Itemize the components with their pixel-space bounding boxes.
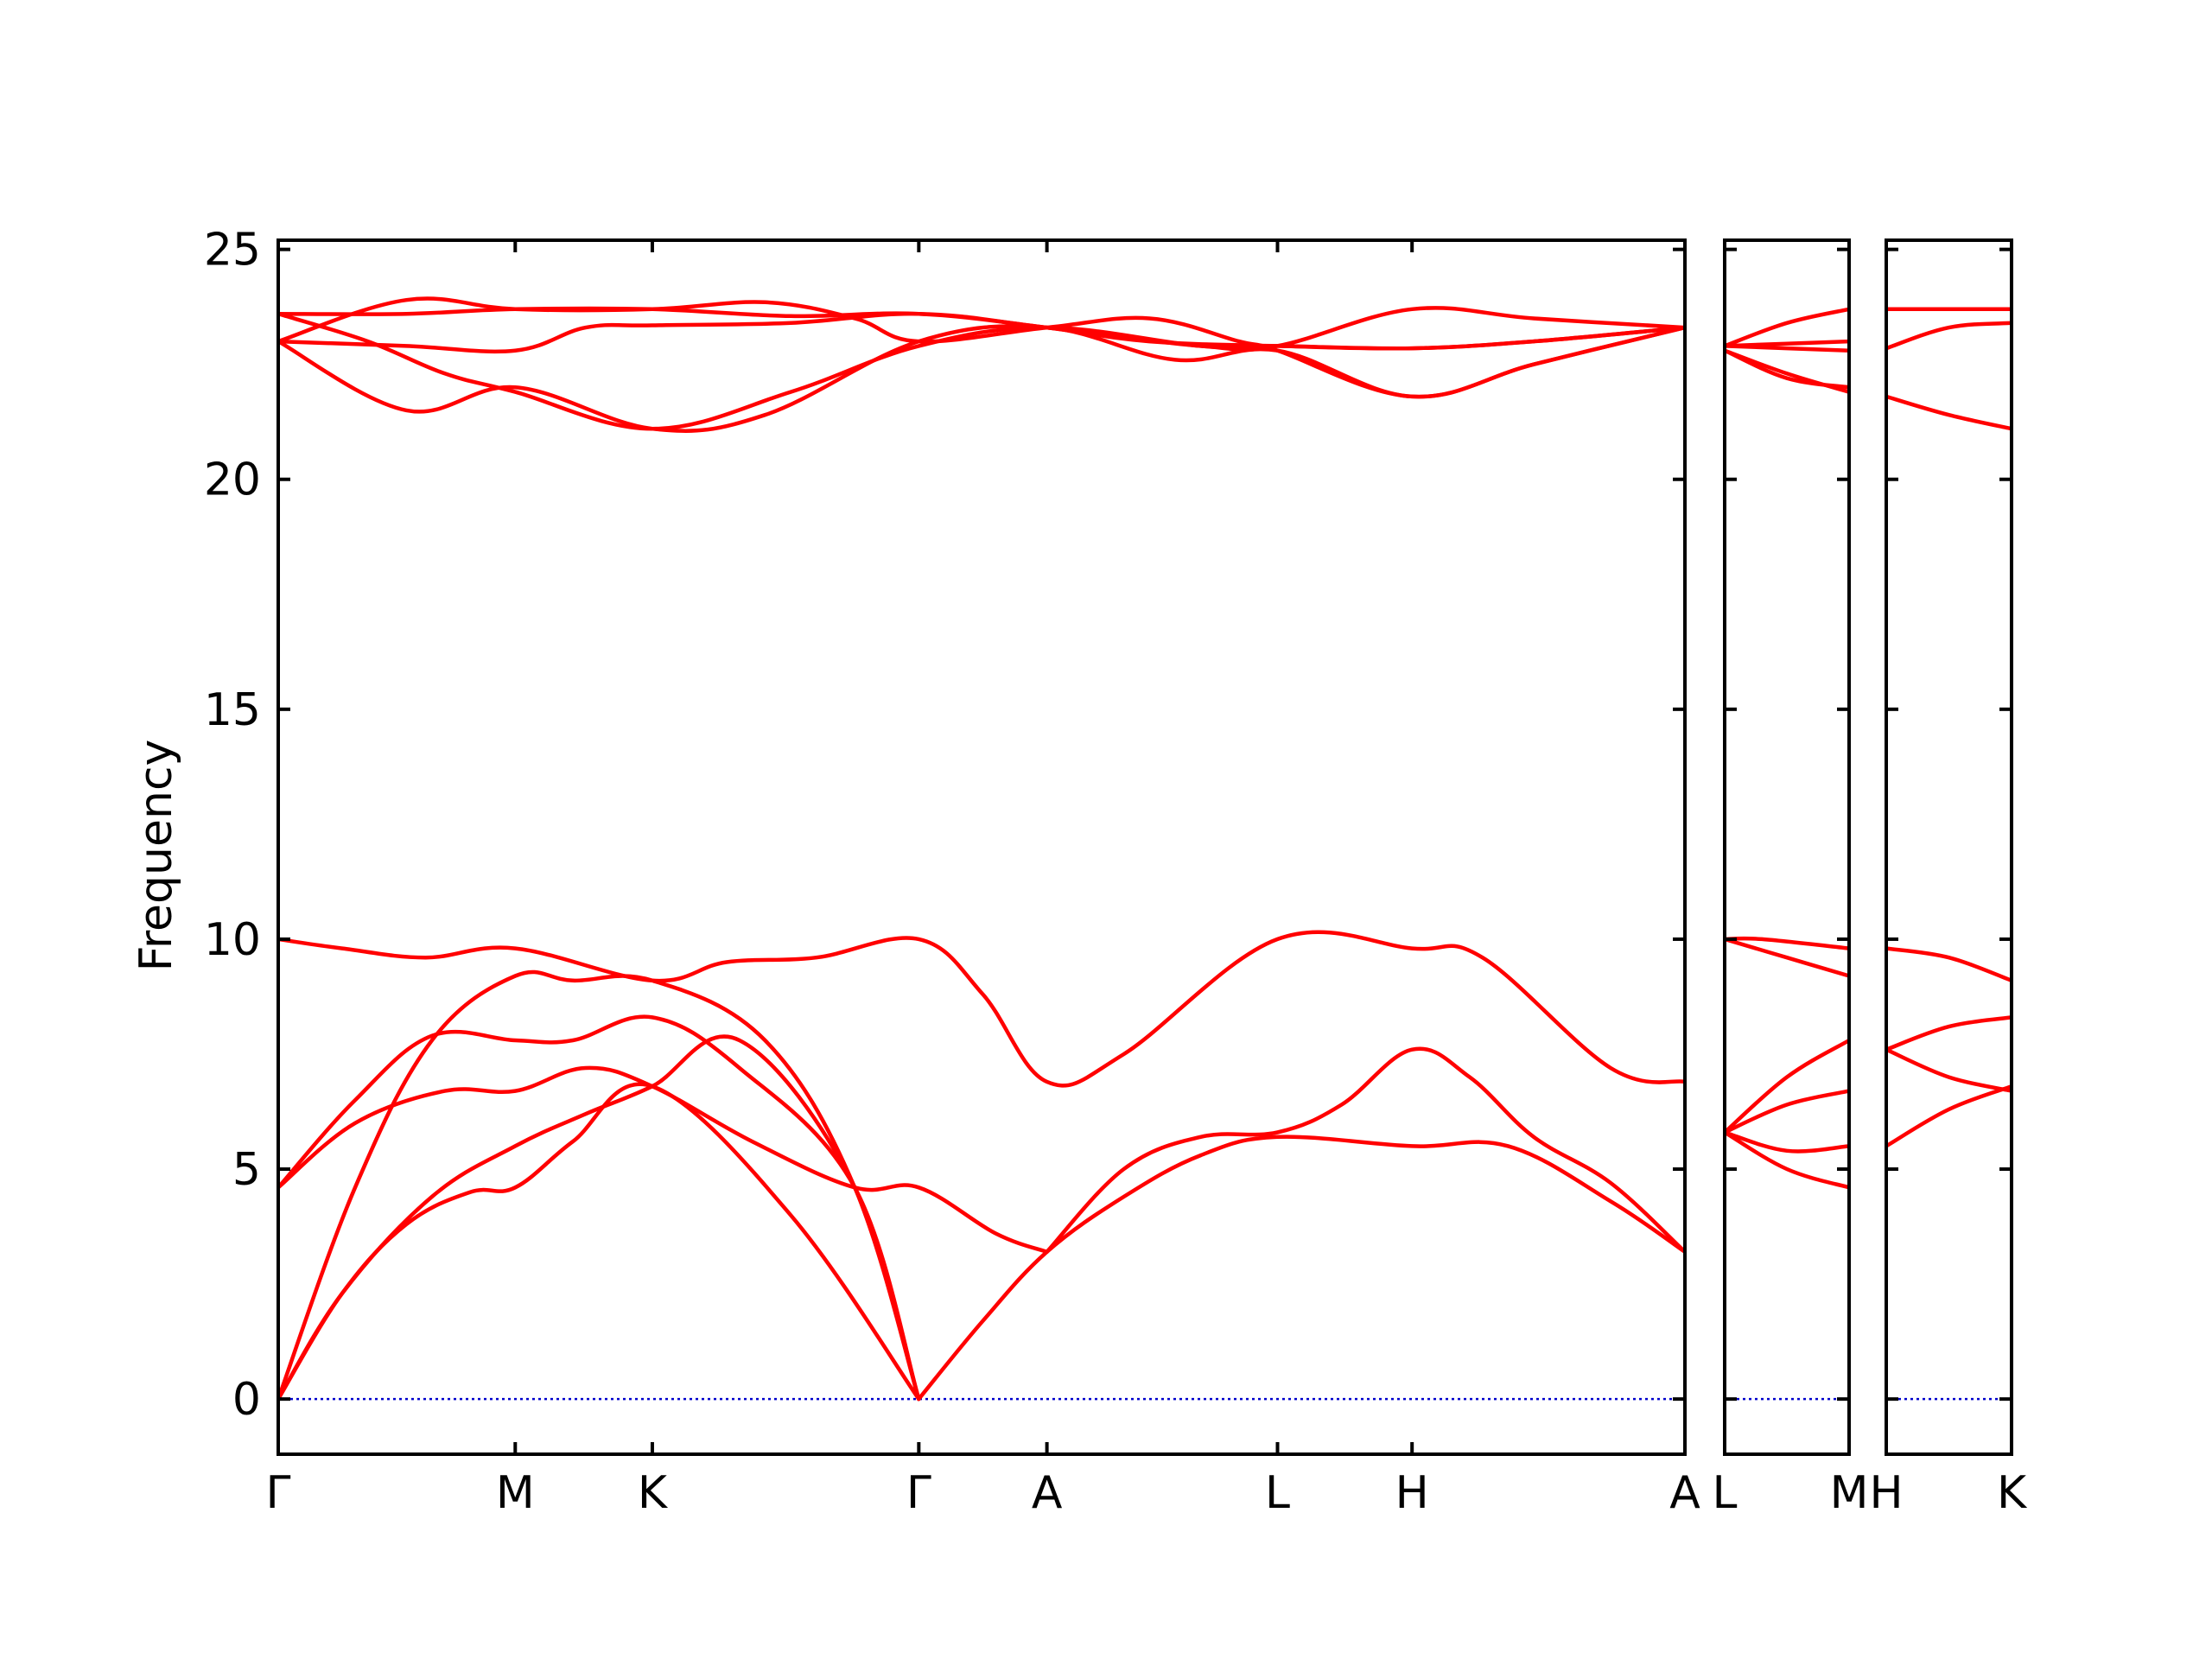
phonon-band-p3-5 (1886, 321, 2012, 351)
phonon-band-p3-2 (1886, 1047, 2012, 1093)
y-tick-label: 10 (204, 914, 261, 966)
y-tick-label: 5 (232, 1144, 261, 1196)
phonon-band-p3-3 (1886, 1084, 2012, 1148)
phonon-band-p1-10 (278, 296, 1685, 399)
phonon-band-p2-1 (1725, 937, 1849, 978)
y-tick-label: 25 (204, 225, 261, 276)
phonon-band-p1-7 (1045, 1046, 1685, 1255)
panel-frame (1885, 238, 2013, 1456)
phonon-band-p1-11 (278, 311, 1685, 431)
x-tick-label: K (1997, 1467, 2028, 1519)
phonon-band-p3-6 (1886, 394, 2012, 431)
x-tick-label: L (1713, 1467, 1738, 1519)
phonon-band-p2-4 (1725, 1130, 1849, 1154)
x-tick-label: H (1395, 1467, 1429, 1519)
y-tick-label: 20 (204, 454, 261, 506)
band-group (1725, 307, 1849, 1190)
phonon-band-p1-6 (917, 1135, 1685, 1402)
x-tick-label: M (496, 1467, 535, 1519)
phonon-band-p2-10 (1725, 348, 1849, 390)
x-tick-label: A (1032, 1467, 1063, 1519)
phonon-band-p1-5 (278, 930, 1685, 1088)
phonon-band-p2-3 (1725, 1089, 1849, 1135)
x-tick-label: M (1830, 1467, 1869, 1519)
x-tick-label: L (1265, 1467, 1290, 1519)
phonon-band-p1-12 (278, 324, 1685, 433)
phonon-band-p1-4 (278, 1014, 921, 1402)
x-tick-label: A (1669, 1467, 1700, 1519)
phonon-band-p1-3 (278, 1065, 1049, 1255)
x-tick-label: H (1869, 1467, 1903, 1519)
x-tick-label: K (638, 1467, 669, 1519)
phonon-band-p3-0 (1886, 946, 2012, 983)
phonon-band-p2-2 (1725, 1038, 1849, 1135)
panel-frame (1723, 238, 1851, 1456)
y-tick-label: 0 (232, 1374, 261, 1426)
panel-frame (276, 238, 1687, 1456)
phonon-band-p2-8 (1725, 344, 1849, 353)
band-group (278, 296, 1685, 1402)
band-group (1886, 307, 2012, 1148)
x-tick-label: Γ (906, 1467, 931, 1519)
phonon-band-p1-9 (278, 306, 1685, 354)
phonon-band-p2-6 (1725, 307, 1849, 348)
phonon-band-p1-2 (278, 1034, 921, 1402)
x-tick-label: Γ (266, 1467, 291, 1519)
phonon-band-p1-0 (278, 969, 921, 1402)
y-tick-label: 15 (204, 684, 261, 736)
phonon-band-p2-5 (1725, 1130, 1849, 1190)
panel-p1: 0 5 10 15 20 25 Γ M K Γ A L H A (204, 225, 1700, 1519)
y-axis-label: Frequency (130, 740, 182, 972)
phonon-band-p3-1 (1886, 1015, 2012, 1052)
